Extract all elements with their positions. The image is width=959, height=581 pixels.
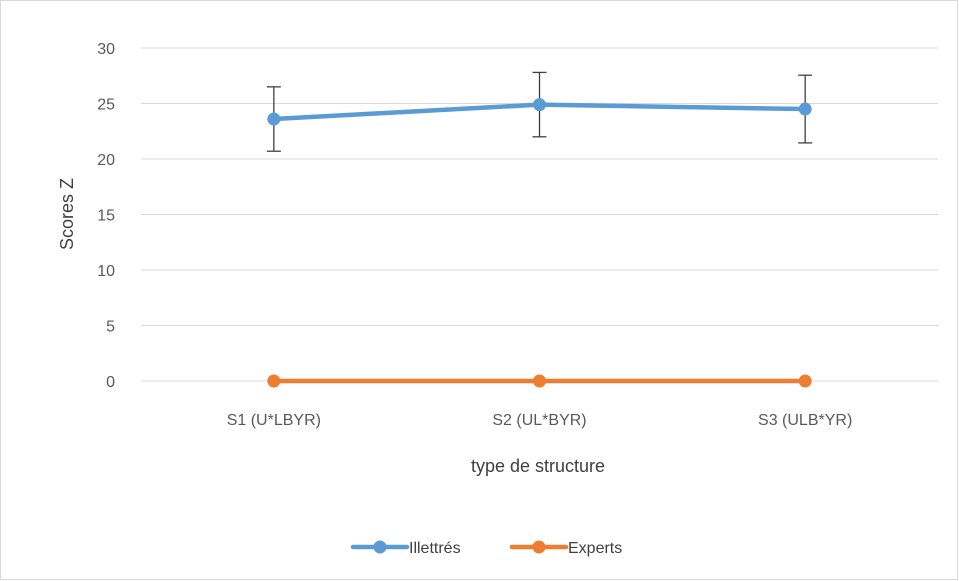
y-tick-label-0: 0 (106, 374, 115, 391)
y-tick-label-20: 20 (97, 152, 115, 169)
y-tick-label-10: 10 (97, 263, 115, 280)
legend-item-2: Experts (509, 540, 622, 557)
y-tick-label-15: 15 (97, 208, 115, 225)
series-1-point-2 (533, 98, 546, 112)
series-1-point-3 (798, 102, 812, 116)
series-2-point-3 (798, 374, 812, 388)
x-axis-title: type de structure (471, 456, 605, 476)
x-tick-label-1: S1 (U*LBYR) (227, 412, 321, 429)
series-lines (271, 102, 808, 384)
series-2-point-1 (267, 374, 281, 388)
error-bars (266, 71, 813, 152)
x-tick-label-2: S2 (UL*BYR) (492, 412, 586, 429)
series-2-legend-marker (532, 540, 546, 554)
series-1-legend-label: Illettrés (409, 540, 461, 557)
series-2-point-2 (533, 374, 546, 388)
series-1-legend-marker (373, 540, 387, 554)
y-tick-label-5: 5 (106, 319, 115, 336)
series-2-legend-label: Experts (568, 540, 622, 557)
series-1-point-1 (267, 112, 281, 126)
legend-item-1: Illettrés (350, 540, 461, 557)
y-tick-labels: 0 5 10 15 20 25 30 (97, 41, 115, 391)
y-axis-title: Scores Z (57, 178, 77, 250)
series-markers (267, 98, 812, 388)
x-tick-label-3: S3 (ULB*YR) (758, 412, 852, 429)
y-tick-label-25: 25 (97, 97, 115, 114)
y-tick-label-30: 30 (97, 41, 115, 58)
x-tick-labels: S1 (U*LBYR) S2 (UL*BYR) S3 (ULB*YR) (227, 412, 853, 429)
legend: Illettrés Experts (350, 540, 622, 557)
